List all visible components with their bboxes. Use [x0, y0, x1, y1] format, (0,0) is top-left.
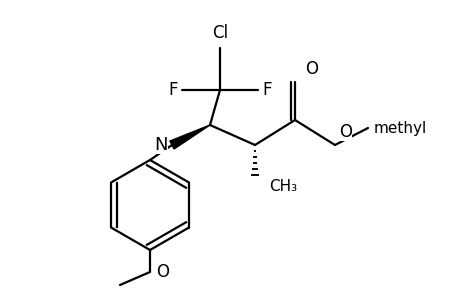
Text: F: F — [262, 81, 271, 99]
Polygon shape — [169, 125, 210, 149]
Text: N: N — [154, 136, 168, 154]
Text: methyl: methyl — [373, 121, 426, 136]
Text: Cl: Cl — [212, 24, 228, 42]
Text: O: O — [156, 263, 168, 281]
Text: O: O — [304, 60, 317, 78]
Text: F: F — [168, 81, 178, 99]
Text: CH₃: CH₃ — [269, 179, 297, 194]
Text: O: O — [338, 123, 351, 141]
